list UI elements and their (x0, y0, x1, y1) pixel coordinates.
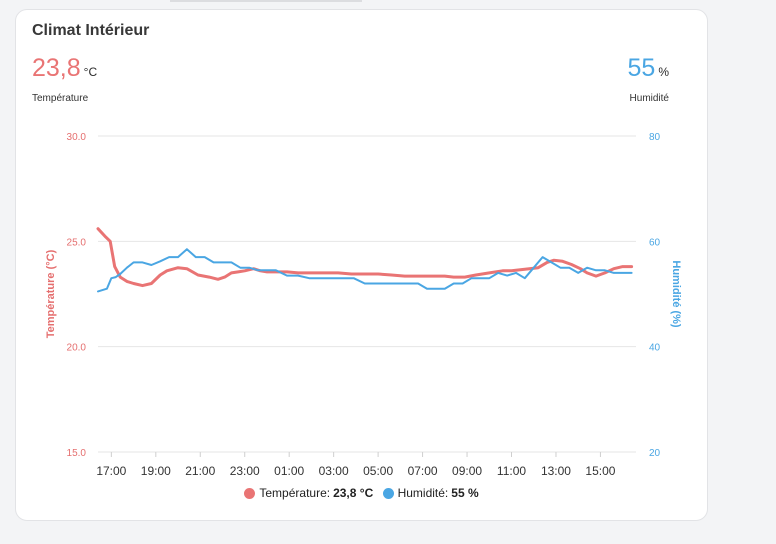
humidity-label: Humidité (629, 93, 669, 104)
right-tick-label: 40 (649, 343, 661, 354)
legend-humidity-label: Humidité: (397, 486, 449, 500)
legend-item-humidity[interactable]: Humidité: 55 % (382, 486, 479, 500)
grid-lines (98, 135, 636, 453)
x-tick-label: 17:00 (96, 464, 126, 478)
x-tick-label: 15:00 (585, 464, 615, 478)
right-tick-label: 60 (649, 237, 661, 248)
x-tick-label: 01:00 (274, 464, 304, 478)
legend-dot-temperature (244, 487, 256, 499)
x-tick-label: 05:00 (363, 464, 393, 478)
x-tick-label: 03:00 (319, 464, 349, 478)
climate-card: Climat Intérieur 23,8 °C Température 55% … (15, 9, 708, 521)
temperature-value: 23,8 (32, 54, 81, 82)
right-axis-ticks: 80 60 40 20 (649, 132, 661, 459)
series-line-humidity (97, 248, 633, 293)
humidity-unit: % (658, 65, 669, 79)
legend-temperature-value: 23,8 °C (333, 486, 374, 500)
x-axis-ticks: 17:00 19:00 21:00 23:00 01:00 03:00 05:00 07:00… (96, 452, 616, 478)
left-tick-label: 15.0 (67, 448, 87, 459)
x-tick-label: 21:00 (185, 464, 215, 478)
x-tick-label: 09:00 (452, 464, 482, 478)
left-axis-title: Température (°C) (45, 249, 57, 338)
humidity-stat: 55% (628, 56, 669, 81)
legend-dot-humidity (382, 487, 394, 499)
x-tick-label: 23:00 (230, 464, 260, 478)
humidity-value: 55 (627, 54, 656, 82)
left-axis-ticks: 30.0 25.0 20.0 15.0 (67, 132, 87, 459)
x-tick-label: 13:00 (541, 464, 571, 478)
right-tick-label: 20 (649, 448, 661, 459)
right-tick-label: 80 (649, 132, 661, 143)
chart-legend: Température: 23,8 °C Humidité: 55 % (16, 486, 707, 502)
right-axis-title: Humidité (%) (670, 260, 682, 328)
temperature-unit: °C (83, 65, 98, 79)
climate-line-chart: 30.0 25.0 20.0 15.0 80 60 40 20 17:00 19:00 21:0… (45, 132, 682, 478)
legend-humidity-value: 55 % (451, 486, 479, 500)
x-tick-label: 11:00 (497, 464, 526, 478)
legend-temperature-label: Température: (259, 486, 331, 500)
series-lines (96, 227, 634, 293)
legend-item-temperature[interactable]: Température: 23,8 °C (244, 486, 373, 500)
x-tick-label: 19:00 (141, 464, 171, 478)
left-tick-label: 30.0 (67, 132, 87, 143)
temperature-stat: 23,8 °C (32, 56, 97, 81)
temperature-label: Température (32, 93, 89, 104)
top-divider (170, 0, 362, 2)
left-tick-label: 20.0 (67, 343, 87, 354)
card-title: Climat Intérieur (32, 22, 150, 39)
x-tick-label: 07:00 (408, 464, 438, 478)
left-tick-label: 25.0 (67, 237, 87, 248)
